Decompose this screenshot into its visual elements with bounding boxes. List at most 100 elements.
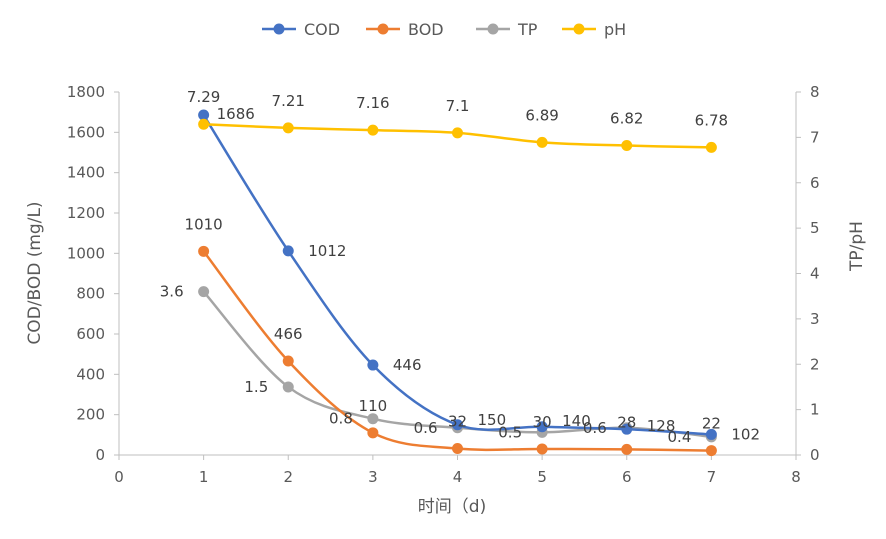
data-point-tp: [367, 413, 379, 425]
legend-item-tp: TP: [476, 20, 538, 39]
data-point-ph: [367, 124, 379, 136]
data-point-ph: [621, 140, 633, 152]
x-tick-label: 4: [453, 468, 463, 486]
data-label-ph: 7.21: [272, 92, 305, 110]
data-label-ph: 7.1: [446, 97, 470, 115]
data-label-cod: 140: [562, 412, 591, 430]
data-label-bod: 32: [448, 413, 467, 431]
data-point-tp: [198, 286, 210, 298]
y-tick-label: 600: [76, 325, 105, 343]
data-label-tp: 0.6: [414, 419, 438, 437]
data-point-ph: [705, 141, 717, 153]
y-tick-label: 1600: [67, 123, 105, 141]
y2-tick-label: 0: [810, 446, 820, 464]
y-tick-label: 400: [76, 365, 105, 383]
x-tick-label: 5: [537, 468, 547, 486]
y2-tick-label: 7: [810, 128, 820, 146]
x-tick-label: 8: [791, 468, 801, 486]
data-label-cod: 1686: [217, 105, 255, 123]
x-axis-title: 时间（d): [418, 497, 486, 517]
data-point-ph: [536, 136, 548, 148]
data-label-tp: 1.5: [244, 378, 268, 396]
data-point-ph: [282, 122, 294, 134]
data-label-tp: 0.8: [329, 410, 353, 428]
y2-tick-label: 4: [810, 265, 820, 283]
x-tick-label: 7: [707, 468, 717, 486]
data-point-bod: [621, 443, 633, 455]
data-label-bod: 22: [702, 415, 721, 433]
series-bod: [198, 245, 717, 457]
y2-tick-label: 1: [810, 401, 820, 419]
data-label-cod: 150: [478, 411, 507, 429]
y2-tick-label: 5: [810, 219, 820, 237]
series-layer: [198, 109, 717, 457]
series-ph: [198, 118, 717, 153]
legend-item-cod: COD: [262, 20, 340, 39]
y-tick-label: 200: [76, 406, 105, 424]
data-label-bod: 1010: [185, 215, 223, 233]
legend-label: pH: [604, 20, 626, 39]
data-label-tp: 0.6: [583, 419, 607, 437]
data-point-cod: [705, 428, 717, 440]
data-label-bod: 110: [359, 397, 388, 415]
data-point-cod: [452, 419, 463, 431]
data-point-cod: [282, 245, 294, 257]
y-tick-label: 1000: [67, 244, 105, 262]
legend-item-bod: BOD: [366, 20, 444, 39]
data-label-cod: 128: [647, 417, 676, 435]
series-cod: [198, 109, 717, 440]
legend-label: COD: [304, 20, 340, 39]
series-line-cod: [202, 114, 712, 436]
data-labels: 3.6 1.5 0.8 0.6 0.5 0.6 0.4 1010 466 110 32 30 28 22 1…: [160, 88, 760, 446]
data-point-cod: [367, 359, 379, 371]
x-tick-label: 6: [622, 468, 632, 486]
data-point-ph: [198, 118, 210, 130]
data-point-cod: [621, 423, 633, 435]
y2-axis-title: TP/pH: [847, 221, 867, 272]
data-label-bod: 30: [533, 413, 552, 431]
data-label-ph: 6.78: [695, 111, 728, 129]
data-label-cod: 102: [731, 425, 760, 443]
data-point-bod: [705, 445, 717, 457]
data-point-bod: [198, 245, 210, 257]
axes: 0 1 2 3 4 5 6 7 80200400600800100012001400160018…: [67, 83, 820, 486]
x-tick-label: 0: [114, 468, 124, 486]
data-point-cod: [536, 421, 548, 433]
y-tick-label: 800: [76, 285, 105, 303]
legend-swatch-marker: [573, 23, 585, 35]
data-point-bod: [452, 443, 463, 455]
data-label-bod: 28: [617, 413, 636, 431]
x-tick-label: 3: [368, 468, 378, 486]
data-label-ph: 7.16: [356, 94, 389, 112]
y-tick-label: 1800: [67, 83, 105, 101]
y-tick-label: 1400: [67, 164, 105, 182]
data-label-tp: 3.6: [160, 283, 184, 301]
y2-tick-label: 6: [810, 174, 820, 192]
data-point-ph: [452, 127, 463, 139]
data-label-cod: 446: [393, 356, 422, 374]
legend-swatch-marker: [487, 23, 499, 35]
data-point-tp: [282, 381, 294, 393]
data-label-ph: 6.89: [525, 106, 558, 124]
data-label-tp: 0.5: [498, 423, 522, 441]
y2-tick-label: 2: [810, 355, 820, 373]
y-axis-title: COD/BOD (mg/L): [25, 201, 45, 344]
data-label-bod: 466: [274, 325, 303, 343]
data-label-ph: 7.29: [187, 88, 220, 106]
y2-tick-label: 8: [810, 83, 820, 101]
data-point-bod: [367, 427, 379, 439]
y-tick-label: 0: [95, 446, 105, 464]
data-label-tp: 0.4: [668, 428, 692, 446]
legend: COD BOD TP pH: [262, 20, 626, 39]
legend-item-ph: pH: [562, 20, 626, 39]
legend-swatch-marker: [377, 23, 389, 35]
data-label-ph: 6.82: [610, 110, 643, 128]
y-tick-label: 1200: [67, 204, 105, 222]
data-point-bod: [536, 443, 548, 455]
data-point-cod: [198, 109, 210, 121]
legend-label: TP: [517, 20, 538, 39]
legend-label: BOD: [408, 20, 444, 39]
legend-swatch-marker: [273, 23, 285, 35]
x-tick-label: 2: [283, 468, 293, 486]
